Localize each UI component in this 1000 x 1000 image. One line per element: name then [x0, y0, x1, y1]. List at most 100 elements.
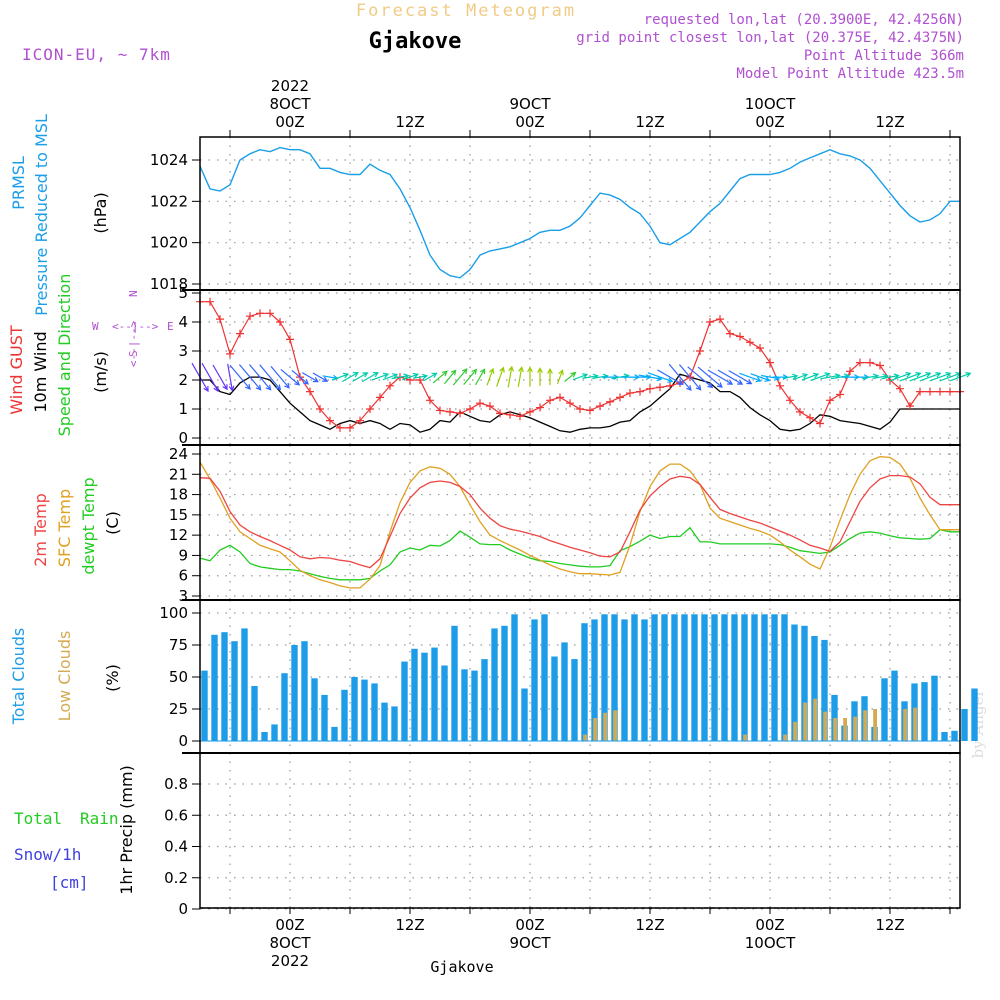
wind-arrow [592, 373, 609, 380]
cloud-bar [771, 614, 778, 741]
temp-unit: (C) [103, 511, 122, 535]
gust-marker [896, 384, 904, 393]
wind-arrow [227, 363, 235, 392]
wind-arrow [851, 374, 870, 381]
cloud-bar [761, 614, 768, 741]
gust-marker [746, 338, 754, 347]
gust-marker [336, 423, 344, 432]
cloud-bar [281, 673, 288, 741]
wind-arrow [443, 369, 457, 385]
panel-2-yaxis: 3 6 9 12 15 18 21 24 [169, 445, 960, 605]
bottom-time-label: 00Z [515, 916, 544, 934]
y-tick-label: 2 [178, 371, 188, 389]
grid-point-coords: grid point closest lon,lat (20.375E, 42.… [576, 30, 964, 46]
y-tick-label: 0 [178, 900, 188, 918]
gust-marker [286, 335, 294, 344]
cloud-bar [491, 628, 498, 741]
gust-marker [536, 403, 544, 412]
bottom-time-label: 12Z [395, 916, 424, 934]
wind-arrow [647, 372, 674, 383]
cloud-bar [811, 636, 818, 741]
y-tick-label: 0.4 [164, 838, 188, 856]
y-tick-label: 15 [169, 506, 188, 524]
cloud-bar [571, 659, 578, 741]
top-time-label: 12Z [635, 113, 664, 131]
cloud-bar [211, 634, 218, 741]
top-time-label: 00Z [515, 113, 544, 131]
cloud-bar [221, 632, 228, 741]
compass-line: <--|--> [112, 320, 159, 333]
y-tick-label: 3 [178, 342, 188, 360]
wind-arrow [229, 364, 251, 390]
panel-3-yaxis: 0 25 50 75 100 [159, 604, 960, 750]
temp2m-label: 2m Temp [31, 493, 50, 567]
wind-arrow [556, 369, 564, 385]
low-cloud-bar [613, 710, 617, 741]
wind-arrow [291, 369, 309, 385]
wind-arrow [547, 367, 553, 386]
cloud-bar [801, 625, 808, 741]
gust-marker [616, 393, 624, 402]
cloud-bar [881, 678, 888, 741]
y-tick-label: 4 [178, 313, 188, 331]
wind-arrow [341, 371, 359, 383]
cloud-bar [941, 732, 948, 741]
dewpt-line [199, 526, 960, 581]
gust-marker [606, 397, 614, 406]
cloud-bar [361, 679, 368, 741]
cloud-bar [441, 665, 448, 741]
panel-4-yaxis: 0 0.2 0.4 0.6 0.8 [164, 775, 960, 918]
gust-marker [906, 402, 914, 411]
cloud-bar [301, 641, 308, 741]
wind-arrow [238, 364, 262, 391]
gust-marker [586, 406, 594, 415]
wind-arrow [507, 365, 514, 388]
cloud-bar [661, 614, 668, 741]
cloud-bar [381, 702, 388, 741]
wind-arrow [899, 372, 922, 382]
location-title: Gjakove [369, 29, 462, 54]
cloud-bar [551, 656, 558, 741]
wind-arrow [537, 367, 543, 386]
model-label: ICON-EU, ~ 7km [22, 45, 171, 64]
wind-arrow [463, 368, 478, 385]
wind-arrow [881, 373, 900, 380]
cloud-bar [831, 694, 838, 741]
wind-arrow [432, 370, 448, 384]
wind-arrow [929, 372, 952, 382]
cloud-bar [561, 642, 568, 741]
top-time-label: 00Z [275, 113, 304, 131]
cloud-bar [641, 619, 648, 741]
cloud-bar [591, 619, 598, 741]
y-tick-label: 9 [178, 546, 188, 564]
gust-marker [936, 387, 944, 396]
bottom-time-label: 2022 [271, 952, 309, 970]
cloud-bar [421, 652, 428, 741]
gust-marker [216, 315, 224, 324]
wind-arrow [331, 372, 350, 381]
pressure-unit: (hPa) [91, 192, 110, 233]
wind-arrow [772, 374, 789, 381]
wind-arrow [382, 373, 399, 381]
gust-marker [816, 419, 824, 428]
low-cloud-bar [843, 718, 847, 741]
wind-arrow [259, 364, 282, 391]
wind-arrow [371, 372, 390, 381]
y-tick-label: 1024 [150, 151, 188, 169]
bottom-time-label: 9OCT [510, 934, 552, 952]
cloud-bar [691, 614, 698, 741]
plot-area: 1018102010221024012345369121518212402550… [150, 77, 978, 970]
cloud-bar [961, 709, 968, 741]
cloud-labels: Total Clouds Low Clouds (%) [9, 628, 122, 726]
low-cloud-bar [913, 707, 917, 741]
cloud-bar [241, 628, 248, 741]
wind-arrow [270, 366, 290, 389]
low-cloud-bar [823, 711, 827, 741]
wind-arrow [750, 373, 771, 382]
wind-arrow [728, 370, 753, 385]
gust-marker [566, 399, 574, 408]
cloud-bar [471, 670, 478, 741]
top-time-label: 9OCT [510, 95, 552, 113]
y-tick-label: 0 [178, 429, 188, 447]
panel-1-yaxis: 0 1 2 3 4 5 [178, 284, 960, 447]
